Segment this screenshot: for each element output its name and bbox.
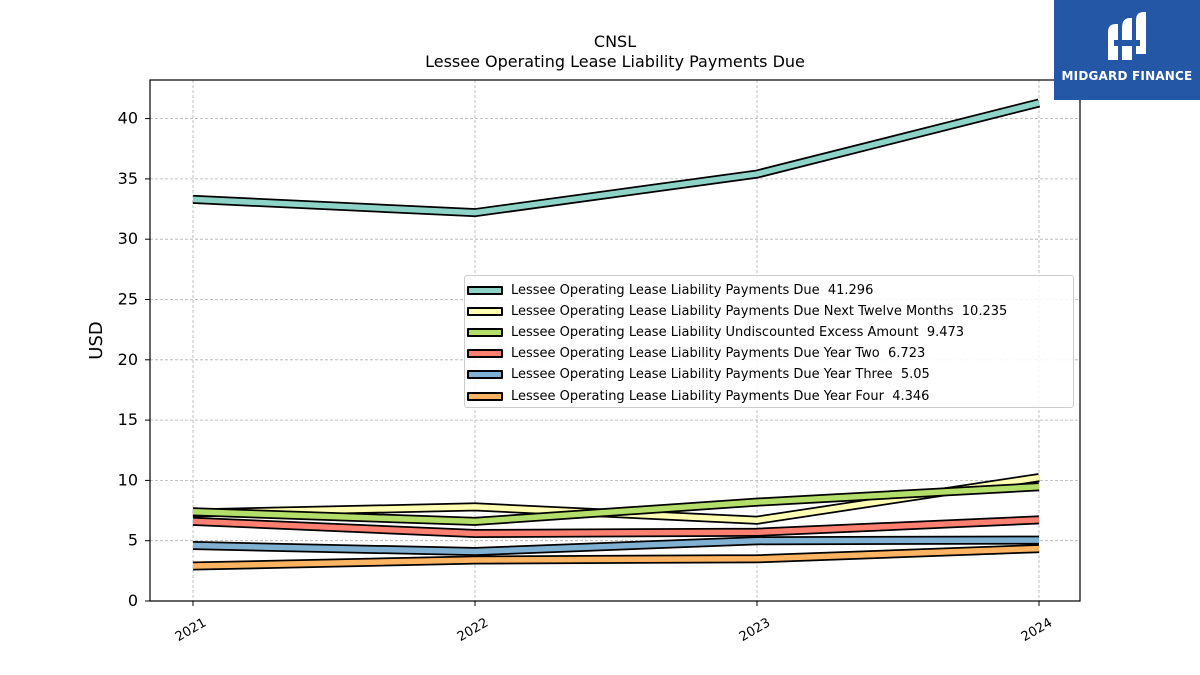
y-tick-label: 5 [128, 531, 138, 550]
y-tick-label: 35 [118, 169, 138, 188]
series-1 [192, 98, 1041, 218]
series-line [192, 517, 1040, 537]
series-line-outline [192, 98, 1041, 218]
legend-swatch [467, 370, 503, 380]
chart-legend: Lessee Operating Lease Liability Payment… [464, 275, 1074, 408]
logo-text: MIDGARD FINANCE [1061, 69, 1193, 83]
legend-swatch [467, 349, 503, 359]
y-axis-label: USD [86, 321, 107, 359]
brand-logo: MIDGARD FINANCE [1054, 0, 1200, 100]
series-6 [192, 544, 1040, 571]
legend-label: Lessee Operating Lease Liability Undisco… [511, 324, 965, 340]
legend-label: Lessee Operating Lease Liability Payment… [511, 303, 1008, 319]
series-line [192, 545, 1040, 569]
y-tick-label: 0 [128, 591, 138, 610]
legend-swatch [467, 327, 503, 337]
x-tick-label: 2022 [455, 615, 491, 645]
y-tick-label: 10 [118, 470, 138, 489]
y-tick-label: 20 [118, 350, 138, 369]
series-5 [192, 535, 1040, 557]
x-tick-label: 2024 [1019, 615, 1055, 645]
legend-item: Lessee Operating Lease Liability Payment… [467, 344, 925, 364]
plot-frame [149, 79, 1081, 602]
chart-title: CNSL [593, 32, 637, 51]
y-tick-label: 30 [118, 229, 138, 248]
legend-swatch [467, 285, 503, 295]
chart-subtitle: Lessee Operating Lease Liability Payment… [425, 52, 805, 71]
legend-item: Lessee Operating Lease Liability Payment… [467, 365, 930, 385]
y-tick-label: 40 [118, 109, 138, 128]
series-3 [192, 482, 1040, 526]
legend-item: Lessee Operating Lease Liability Payment… [467, 280, 873, 300]
legend-swatch [467, 391, 503, 401]
legend-swatch [467, 306, 503, 316]
legend-item: Lessee Operating Lease Liability Payment… [467, 386, 929, 406]
legend-label: Lessee Operating Lease Liability Payment… [511, 367, 930, 383]
series-line [192, 484, 1040, 525]
legend-item: Lessee Operating Lease Liability Undisco… [467, 322, 964, 342]
x-tick-label: 2023 [737, 615, 773, 645]
legend-label: Lessee Operating Lease Liability Payment… [511, 282, 874, 298]
midgard-logo-icon [1108, 12, 1146, 60]
y-tick-label: 15 [118, 410, 138, 429]
series-line [192, 537, 1040, 555]
x-tick-label: 2021 [173, 615, 209, 645]
legend-label: Lessee Operating Lease Liability Payment… [511, 346, 926, 362]
legend-item: Lessee Operating Lease Liability Payment… [467, 301, 1007, 321]
series-4 [192, 515, 1040, 538]
legend-label: Lessee Operating Lease Liability Payment… [511, 388, 930, 404]
series-line [192, 100, 1040, 216]
y-tick-label: 25 [118, 289, 138, 308]
